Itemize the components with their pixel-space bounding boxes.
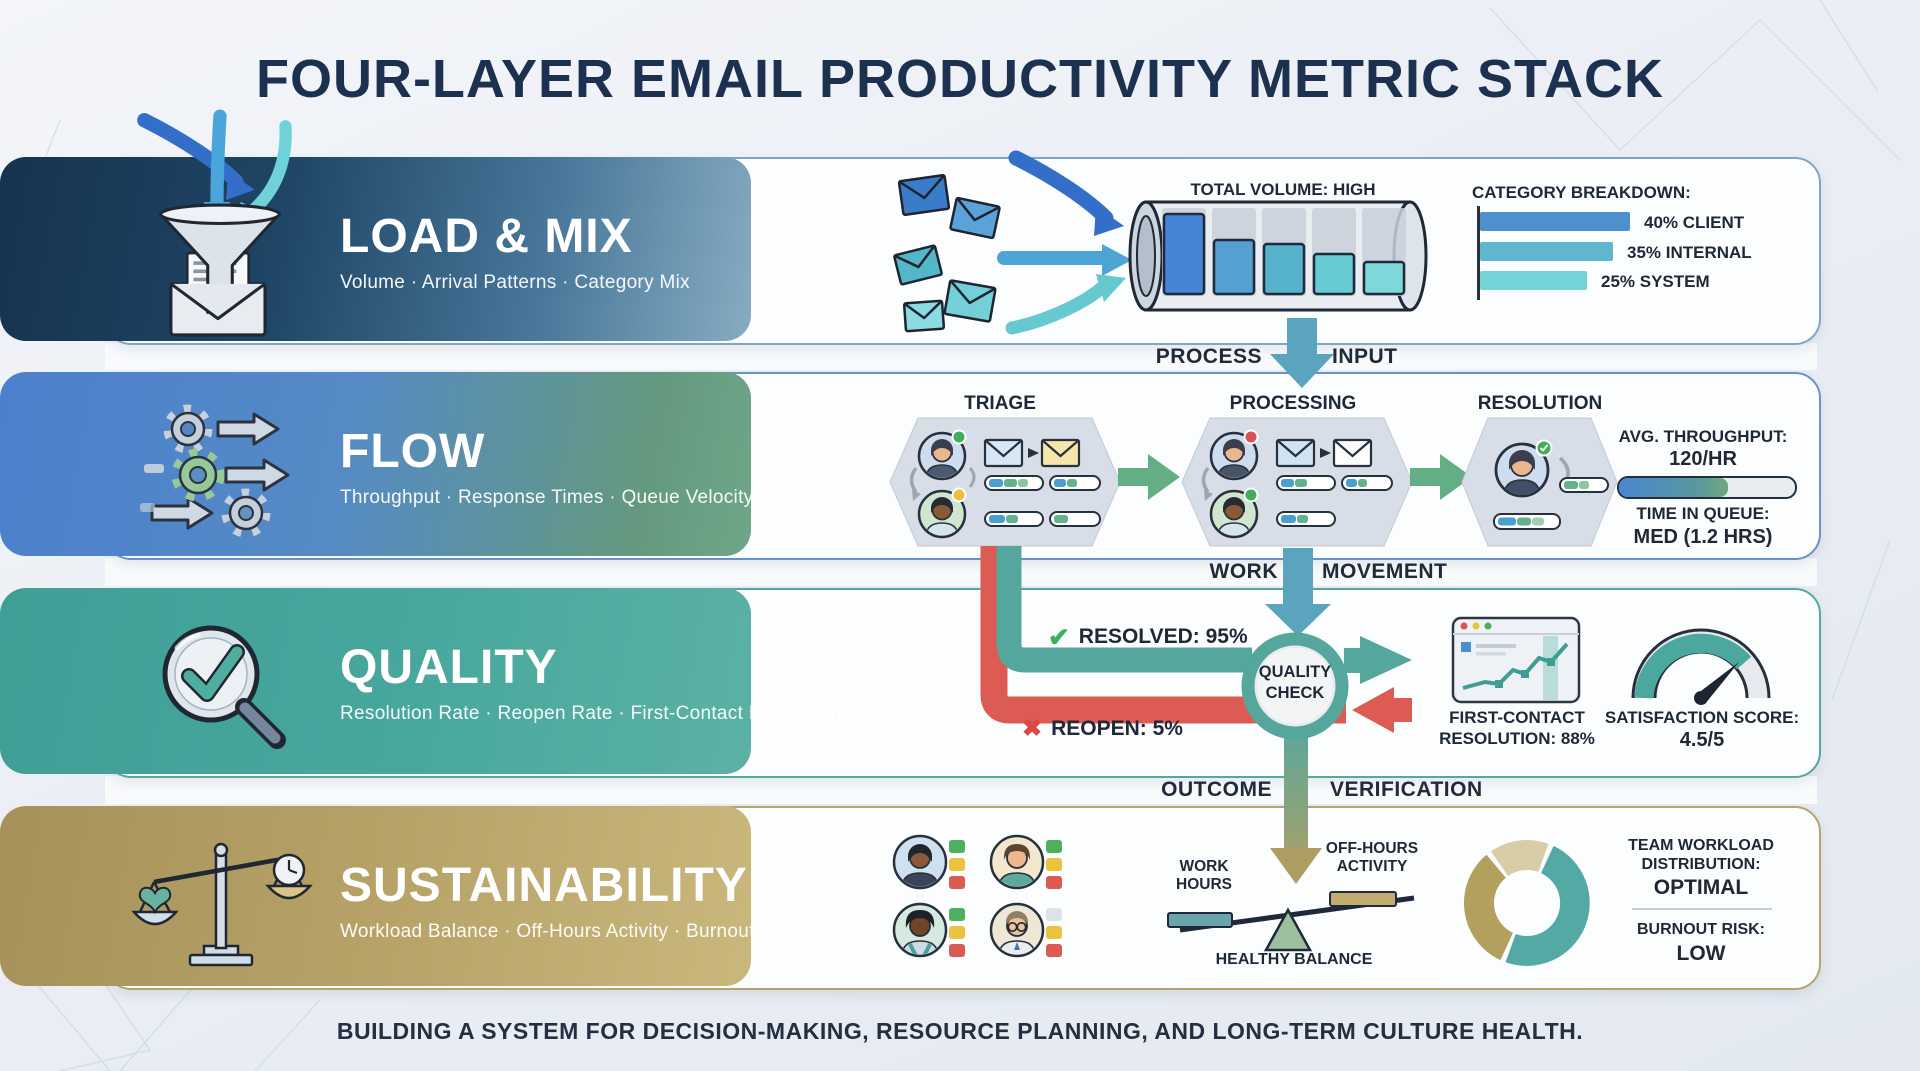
workload-label-line1: TEAM WORKLOAD (1628, 837, 1774, 854)
workload-label-line2: DISTRIBUTION: (1641, 856, 1761, 873)
inflow-arrows-icon (997, 150, 1132, 335)
category-breakdown-title: CATEGORY BREAKDOWN: (1472, 183, 1691, 202)
connector-label-process: PROCESS (1155, 345, 1262, 368)
resolution-stage-graphic (1461, 417, 1618, 547)
resolved-label: RESOLVED: 95% (1078, 625, 1248, 648)
breakdown-axis (1477, 206, 1480, 300)
footer-tagline: BUILDING A SYSTEM FOR DECISION-MAKING, R… (336, 1018, 1584, 1044)
mail-funnel-icon (137, 109, 292, 337)
breakdown-label-system: 25% SYSTEM (1601, 272, 1710, 291)
burnout-label: BURNOUT RISK: (1637, 921, 1765, 938)
quality-magnifier-icon (162, 625, 286, 749)
cross-icon: ✖ (1022, 715, 1043, 742)
layer-title-quality: QUALITY (340, 641, 558, 694)
satisfaction-value: 4.5/5 (1679, 729, 1725, 751)
connector-band-3 (105, 776, 1817, 804)
stage-arrow-icon (1118, 454, 1180, 500)
quality-check-word1: QUALITY (1258, 663, 1332, 681)
resolved-label-group: ✔ RESOLVED: 95% (1048, 624, 1248, 650)
connector-band-1 (105, 343, 1817, 370)
fcr-label-line2: RESOLUTION: 88% (1439, 729, 1595, 748)
workload-value: OPTIMAL (1653, 876, 1749, 899)
work-hours-label1: WORK (1179, 858, 1229, 875)
satisfaction-gauge-icon (1631, 628, 1771, 705)
layer-title-load-mix: LOAD & MIX (340, 210, 633, 263)
stage-label-processing: PROCESSING (1229, 393, 1357, 414)
workload-donut-chart (1463, 840, 1590, 966)
workload-divider (1632, 908, 1772, 910)
healthy-balance-label: HEALTHY BALANCE (1215, 951, 1373, 968)
quality-flow-pipes (980, 546, 1412, 884)
breakdown-label-internal: 35% INTERNAL (1627, 243, 1752, 262)
connector-band-2 (105, 558, 1817, 586)
layer-banner-sustainability (0, 806, 751, 986)
breakdown-bar (1480, 212, 1630, 231)
layer-subtitle-sustainability: Workload Balance · Off-Hours Activity · … (340, 921, 846, 942)
satisfaction-label: SATISFACTION SCORE: (1604, 708, 1800, 727)
total-volume-label: TOTAL VOLUME: HIGH (1190, 180, 1376, 199)
balance-scale-icon (131, 842, 313, 967)
work-hours-label2: HOURS (1176, 876, 1232, 893)
stage-arrow-icon (1410, 454, 1472, 500)
throughput-value: 120/HR (1669, 448, 1737, 470)
load-mix-text: LOAD & MIX Volume · Arrival Patterns · C… (340, 209, 690, 295)
sustainability-text: SUSTAINABILITY Workload Balance · Off-Ho… (340, 858, 846, 944)
flow-text: FLOW Throughput · Response Times · Queue… (340, 424, 753, 510)
connector-label-input: INPUT (1332, 345, 1398, 368)
throughput-label: AVG. THROUGHPUT: (1618, 427, 1788, 446)
incoming-mail-icons (893, 173, 1001, 333)
layer-banner-flow (0, 372, 751, 556)
connector-label-work: WORK (1209, 560, 1278, 583)
breakdown-bar (1480, 271, 1587, 290)
queue-label: TIME IN QUEUE: (1636, 504, 1770, 523)
stage-label-resolution: RESOLUTION (1477, 393, 1603, 414)
connector-label-movement: MOVEMENT (1322, 560, 1448, 583)
off-hours-label1: OFF-HOURS (1325, 840, 1419, 857)
triage-stage-graphic (889, 417, 1121, 547)
layer-banner-load-mix (0, 157, 751, 341)
check-icon: ✔ (1048, 622, 1070, 652)
layer-title-sustainability: SUSTAINABILITY (340, 859, 748, 912)
layer-subtitle-load-mix: Volume · Arrival Patterns · Category Mix (340, 272, 690, 293)
stage-label-triage: TRIAGE (964, 393, 1036, 414)
volume-cylinder-chart (1128, 200, 1428, 312)
page-title: FOUR-LAYER EMAIL PRODUCTIVITY METRIC STA… (255, 49, 1665, 109)
off-hours-label2: ACTIVITY (1336, 858, 1408, 875)
layer-banner-quality (0, 588, 751, 774)
throughput-bar-fill (1619, 478, 1729, 497)
burnout-value: LOW (1676, 942, 1726, 965)
quality-text: QUALITY Resolution Rate · Reopen Rate · … (340, 640, 842, 726)
layer-subtitle-flow: Throughput · Response Times · Queue Velo… (340, 487, 754, 508)
processing-stage-graphic (1181, 417, 1413, 547)
team-avatars-graphic (892, 834, 1062, 958)
connector-label-verification: VERIFICATION (1330, 778, 1483, 801)
fcr-label-line1: FIRST-CONTACT (1449, 708, 1585, 727)
reopen-label: REOPEN: 5% (1051, 717, 1183, 740)
queue-value: MED (1.2 HRS) (1633, 526, 1773, 548)
connector-label-outcome: OUTCOME (1161, 778, 1272, 801)
balance-seesaw-graphic (1167, 891, 1415, 952)
process-input-arrow-icon (1270, 318, 1334, 388)
breakdown-label-client: 40% CLIENT (1644, 213, 1745, 232)
fcr-trend-window-icon (1451, 616, 1581, 704)
breakdown-bar (1480, 242, 1613, 261)
layer-title-flow: FLOW (340, 425, 486, 478)
throughput-bar (1617, 476, 1797, 499)
gears-flow-icon (140, 404, 290, 538)
reopen-label-group: ✖ REOPEN: 5% (1022, 716, 1183, 742)
layer-subtitle-quality: Resolution Rate · Reopen Rate · First-Co… (340, 703, 842, 724)
quality-check-word2: CHECK (1265, 684, 1325, 702)
